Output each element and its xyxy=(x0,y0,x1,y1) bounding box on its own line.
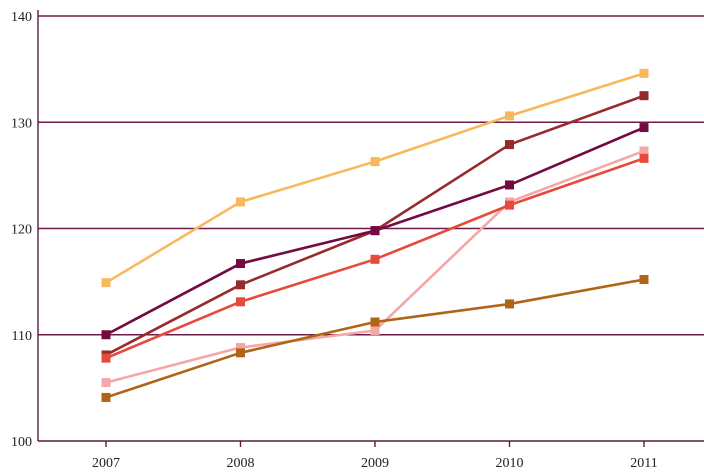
series-6-point-2009 xyxy=(370,317,380,327)
x-tick-2008: 2008 xyxy=(227,456,255,471)
series-5-point-2011 xyxy=(639,153,649,163)
series-5-point-2008 xyxy=(236,297,245,307)
x-tick-2011: 2011 xyxy=(630,456,657,471)
y-tick-140: 140 xyxy=(11,10,32,25)
series-line-6 xyxy=(105,278,645,399)
series-4 xyxy=(101,146,649,388)
series-1-point-2009 xyxy=(370,157,380,167)
series-5-point-2009 xyxy=(370,254,380,264)
series-3-point-2008 xyxy=(236,259,245,269)
series-3 xyxy=(101,123,649,340)
x-tick-labels: 2007 2008 2009 2010 2011 xyxy=(92,456,658,471)
series-3-point-2011 xyxy=(639,123,649,133)
series-6-point-2007 xyxy=(101,392,111,402)
axes xyxy=(37,10,704,447)
x-tick-2010: 2010 xyxy=(496,456,524,471)
y-tick-labels: 100 110 120 130 140 xyxy=(11,10,32,450)
series-line-2 xyxy=(105,94,645,357)
series-4-point-2009 xyxy=(370,326,380,335)
series-lines xyxy=(101,68,649,402)
series-4-point-2008 xyxy=(236,343,245,352)
series-6 xyxy=(101,275,649,402)
series-2-point-2008 xyxy=(236,280,245,290)
series-6-point-2010 xyxy=(505,299,514,309)
series-3-point-2009 xyxy=(370,226,380,236)
series-1 xyxy=(101,68,649,288)
x-tick-2007: 2007 xyxy=(92,456,120,471)
series-5-point-2010 xyxy=(505,200,514,210)
x-tick-2009: 2009 xyxy=(361,456,389,471)
series-1-point-2007 xyxy=(101,278,111,288)
series-5-point-2007 xyxy=(101,353,111,363)
y-tick-130: 130 xyxy=(11,116,32,131)
series-6-point-2011 xyxy=(639,275,649,284)
y-tick-120: 120 xyxy=(11,223,32,238)
y-tick-110: 110 xyxy=(12,329,32,344)
series-2-point-2010 xyxy=(505,140,514,150)
series-1-point-2010 xyxy=(505,111,514,121)
series-6-point-2008 xyxy=(236,348,245,358)
series-1-point-2008 xyxy=(236,197,245,207)
series-3-point-2010 xyxy=(505,180,514,190)
series-1-point-2011 xyxy=(639,68,649,78)
series-3-point-2007 xyxy=(101,330,111,340)
series-5 xyxy=(101,153,649,363)
series-4-point-2007 xyxy=(101,378,111,388)
series-line-1 xyxy=(105,72,645,284)
y-tick-100: 100 xyxy=(11,435,32,450)
series-4-point-2011 xyxy=(639,146,649,156)
series-2-point-2011 xyxy=(639,91,649,101)
